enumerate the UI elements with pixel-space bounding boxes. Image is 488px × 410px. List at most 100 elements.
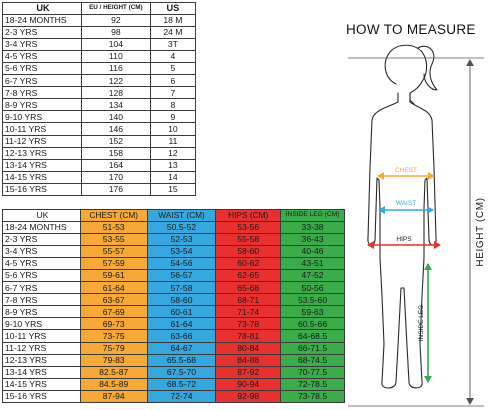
table-row: 3-4 YRS 104 3T: [2, 38, 197, 52]
table-row: 10-11 YRS 146 10: [2, 122, 197, 136]
table-row: 3-4 YRS 55-57 53-54 58-60 40-46: [2, 245, 345, 259]
cell-hips: 90-94: [215, 377, 282, 391]
table-row: 8-9 YRS 134 8: [2, 98, 197, 112]
cell-eu-height: 110: [80, 50, 151, 64]
cell-uk-size: 9-10 YRS: [2, 110, 82, 124]
table-row: 4-5 YRS 110 4: [2, 50, 197, 64]
cell-uk-size: 15-16 YRS: [2, 389, 81, 403]
cell-eu-height: 116: [80, 62, 151, 76]
cell-chest: 82.5-87: [79, 365, 148, 379]
cell-chest: 51-53: [79, 221, 148, 235]
cell-uk-size: 10-11 YRS: [2, 329, 81, 343]
cell-waist: 56-57: [146, 269, 217, 283]
chest-arrow: [377, 172, 435, 180]
cell-us-size: 24 M: [149, 26, 197, 40]
figure-head-outline: [384, 44, 428, 105]
table-row: 14-15 YRS 84.5-89 68.5-72 90-94 72-78.5: [2, 377, 345, 391]
cell-waist: 61-64: [146, 317, 217, 331]
cell-hips: 53-56: [215, 221, 282, 235]
cell-hips: 78-81: [215, 329, 282, 343]
cell-uk-size: 18-24 MONTHS: [2, 14, 82, 28]
table-row: 12-13 YRS 158 12: [2, 146, 197, 160]
cell-chest: 75-79: [79, 341, 148, 355]
cell-chest: 57-59: [79, 257, 148, 271]
cell-uk-size: 8-9 YRS: [2, 98, 82, 112]
cell-uk-size: 3-4 YRS: [2, 245, 81, 259]
cell-uk-size: 18-24 MONTHS: [2, 221, 81, 235]
table-row: 7-8 YRS 63-67 58-60 68-71 53.5-60: [2, 293, 345, 307]
cell-chest: 61-64: [79, 281, 148, 295]
cell-eu-height: 146: [80, 122, 151, 136]
table-row: 15-16 YRS 87-94 72-74 92-98 73-78.5: [2, 389, 345, 403]
cell-inside-leg: 64-68.5: [280, 329, 345, 343]
table-row: 9-10 YRS 69-73 61-64 73-78 60.5-66: [2, 317, 345, 331]
cell-us-size: 15: [149, 182, 197, 196]
table-row: 14-15 YRS 170 14: [2, 170, 197, 184]
cell-eu-height: 152: [80, 134, 151, 148]
cell-inside-leg: 66-71.5: [280, 341, 345, 355]
cell-uk-size: 2-3 YRS: [2, 233, 81, 247]
cell-eu-height: 134: [80, 98, 151, 112]
table-row: 18-24 MONTHS 92 18 M: [2, 14, 197, 28]
cell-waist: 53-54: [146, 245, 217, 259]
cell-chest: 67-69: [79, 305, 148, 319]
cell-inside-leg: 60.5-66: [280, 317, 345, 331]
table-row: 4-5 YRS 57-59 54-56 60-62 43-51: [2, 257, 345, 271]
figure-body-outline: [367, 92, 437, 389]
cell-eu-height: 176: [80, 182, 151, 196]
cell-chest: 69-73: [79, 317, 148, 331]
table-row: 15-16 YRS 176 15: [2, 182, 197, 196]
cell-chest: 59-61: [79, 269, 148, 283]
cell-uk-size: 13-14 YRS: [2, 365, 81, 379]
cell-inside-leg: 72-78.5: [280, 377, 345, 391]
cell-waist: 67.5-70: [146, 365, 217, 379]
cell-inside-leg: 36-43: [280, 233, 345, 247]
header-hips: HIPS (CM): [215, 208, 282, 223]
cell-us-size: 12: [149, 146, 197, 160]
inside-leg-label: INSIDE LEG: [418, 305, 425, 341]
cell-chest: 84.5-89: [79, 377, 148, 391]
cell-chest: 63-67: [79, 293, 148, 307]
cell-chest: 73-75: [79, 329, 148, 343]
cell-waist: 63-66: [146, 329, 217, 343]
table-row: 7-8 YRS 128 7: [2, 86, 197, 100]
height-arrow: [466, 59, 474, 405]
hips-label: HIPS: [396, 236, 412, 243]
cell-eu-height: 170: [80, 170, 151, 184]
cell-us-size: 10: [149, 122, 197, 136]
cell-uk-size: 3-4 YRS: [2, 38, 82, 52]
cell-inside-leg: 43-51: [280, 257, 345, 271]
waist-label: WAIST: [396, 200, 416, 207]
table-row: 5-6 YRS 59-61 56-57 62-65 47-52: [2, 269, 345, 283]
cell-eu-height: 128: [80, 86, 151, 100]
cell-uk-size: 7-8 YRS: [2, 86, 82, 100]
cell-uk-size: 5-6 YRS: [2, 269, 81, 283]
height-label: HEIGHT (CM): [475, 197, 486, 266]
cell-eu-height: 158: [80, 146, 151, 160]
cell-us-size: 7: [149, 86, 197, 100]
header-uk: UK: [2, 208, 81, 223]
cell-us-size: 9: [149, 110, 197, 124]
cell-hips: 65-68: [215, 281, 282, 295]
cell-inside-leg: 50-56: [280, 281, 345, 295]
cell-hips: 62-65: [215, 269, 282, 283]
cell-uk-size: 15-16 YRS: [2, 182, 82, 196]
cell-uk-size: 4-5 YRS: [2, 257, 81, 271]
cell-waist: 54-56: [146, 257, 217, 271]
cell-uk-size: 6-7 YRS: [2, 74, 82, 88]
cell-waist: 50.5-52: [146, 221, 217, 235]
cell-eu-height: 98: [80, 26, 151, 40]
table-row: 2-3 YRS 98 24 M: [2, 26, 197, 40]
table-header-row: UK CHEST (CM) WAIST (CM) HIPS (CM) INSID…: [2, 208, 345, 223]
cell-eu-height: 104: [80, 38, 151, 52]
table-row: 8-9 YRS 67-69 60-61 71-74 59-63: [2, 305, 345, 319]
cell-uk-size: 10-11 YRS: [2, 122, 82, 136]
cell-uk-size: 4-5 YRS: [2, 50, 82, 64]
header-waist: WAIST (CM): [146, 208, 217, 223]
measuring-guide-figure: HEIGHT (CM) CHEST WAIST HIPS INSIDE LEG: [348, 44, 486, 407]
cell-hips: 84-88: [215, 353, 282, 367]
cell-us-size: 6: [149, 74, 197, 88]
cell-waist: 60-61: [146, 305, 217, 319]
cell-us-size: 14: [149, 170, 197, 184]
cell-hips: 60-62: [215, 257, 282, 271]
